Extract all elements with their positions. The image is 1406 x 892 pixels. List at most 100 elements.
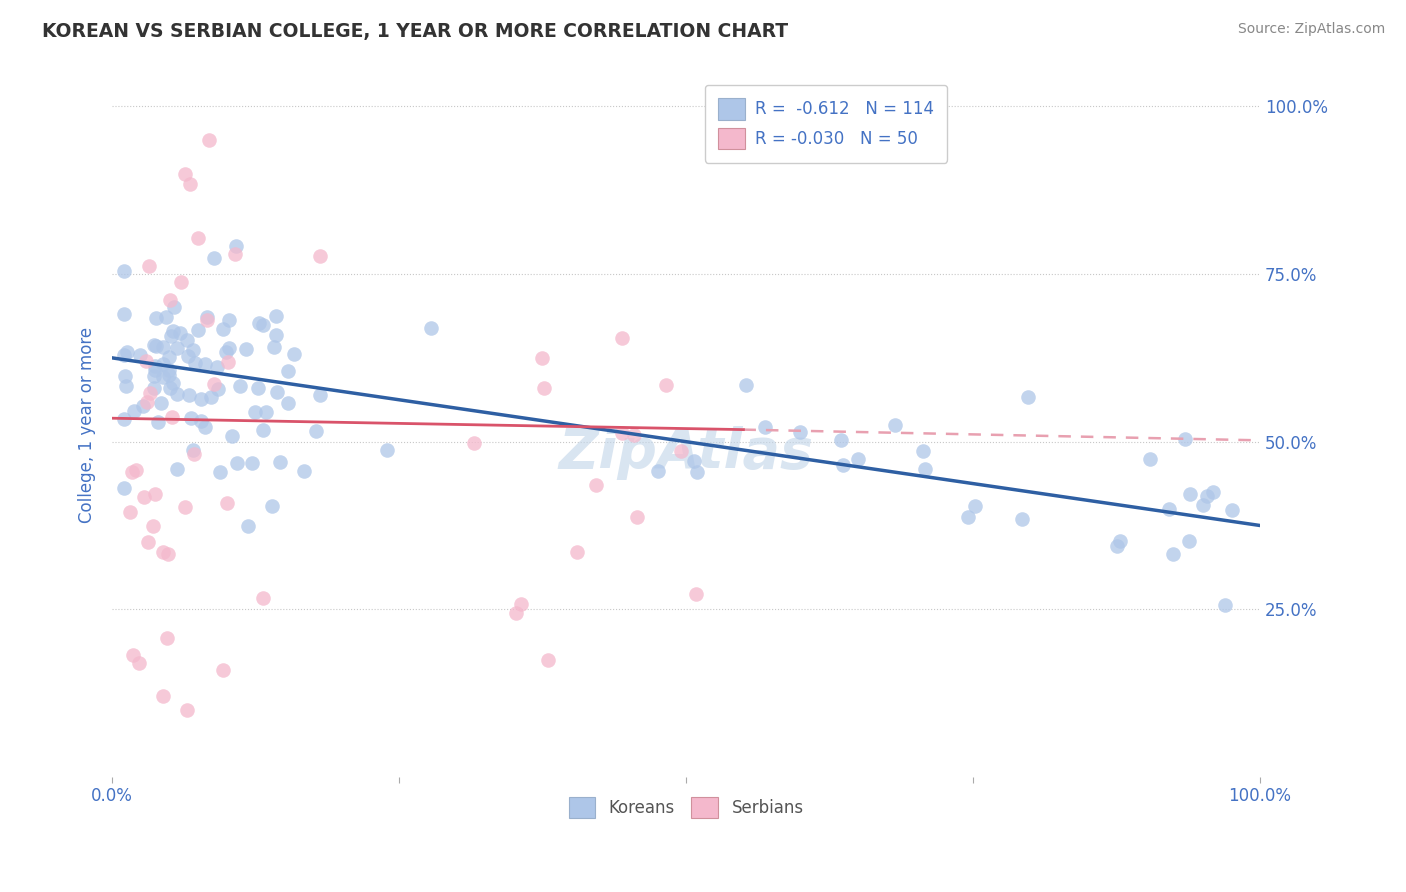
Point	[118, 505, 141, 519]
Point	[1159, 502, 1181, 516]
Point	[305, 424, 328, 438]
Point	[254, 405, 277, 419]
Point	[166, 341, 188, 355]
Point	[156, 547, 179, 561]
Point	[181, 442, 204, 457]
Point	[734, 378, 756, 392]
Point	[138, 259, 160, 273]
Point	[831, 458, 853, 473]
Point	[112, 481, 135, 495]
Point	[754, 420, 776, 434]
Point	[1215, 599, 1237, 613]
Point	[1139, 451, 1161, 466]
Point	[623, 427, 645, 442]
Point	[510, 597, 533, 611]
Point	[1195, 489, 1218, 503]
Point	[1220, 503, 1243, 517]
Point	[187, 231, 209, 245]
Point	[266, 385, 288, 400]
Point	[669, 444, 692, 458]
Point	[152, 690, 174, 704]
Point	[685, 587, 707, 601]
Point	[218, 313, 240, 327]
Point	[152, 545, 174, 559]
Point	[112, 348, 135, 362]
Point	[150, 396, 173, 410]
Point	[128, 656, 150, 670]
Point	[176, 349, 198, 363]
Point	[269, 455, 291, 469]
Point	[181, 343, 204, 358]
Point	[235, 343, 257, 357]
Point	[264, 328, 287, 343]
Point	[115, 345, 138, 359]
Point	[1178, 533, 1201, 548]
Point	[112, 263, 135, 277]
Point	[585, 478, 607, 492]
Point	[647, 464, 669, 478]
Point	[505, 606, 527, 620]
Point	[170, 276, 193, 290]
Point	[135, 354, 157, 368]
Point	[262, 499, 284, 513]
Point	[294, 464, 316, 478]
Point	[1178, 487, 1201, 501]
Point	[143, 487, 166, 501]
Point	[143, 363, 166, 377]
Point	[135, 395, 157, 409]
Point	[145, 339, 167, 353]
Point	[200, 391, 222, 405]
Point	[626, 510, 648, 524]
Point	[789, 425, 811, 439]
Point	[194, 357, 217, 371]
Point	[166, 461, 188, 475]
Point	[136, 535, 159, 549]
Point	[197, 133, 219, 147]
Legend: Koreans, Serbians: Koreans, Serbians	[562, 790, 810, 825]
Point	[217, 496, 239, 510]
Point	[162, 324, 184, 338]
Point	[225, 238, 247, 252]
Point	[163, 300, 186, 314]
Point	[217, 355, 239, 369]
Point	[169, 326, 191, 341]
Point	[263, 340, 285, 354]
Point	[122, 648, 145, 663]
Point	[156, 631, 179, 645]
Point	[160, 410, 183, 425]
Point	[174, 167, 197, 181]
Point	[215, 345, 238, 359]
Point	[610, 426, 633, 441]
Point	[1161, 547, 1184, 561]
Point	[183, 447, 205, 461]
Text: KOREAN VS SERBIAN COLLEGE, 1 YEAR OR MORE CORRELATION CHART: KOREAN VS SERBIAN COLLEGE, 1 YEAR OR MOR…	[42, 22, 789, 41]
Point	[207, 382, 229, 396]
Point	[194, 420, 217, 434]
Point	[537, 653, 560, 667]
Point	[179, 177, 201, 191]
Point	[190, 392, 212, 406]
Point	[686, 465, 709, 479]
Point	[375, 443, 398, 458]
Point	[218, 341, 240, 355]
Point	[283, 347, 305, 361]
Point	[145, 311, 167, 326]
Point	[240, 456, 263, 470]
Point	[1105, 540, 1128, 554]
Point	[143, 338, 166, 352]
Point	[209, 465, 232, 479]
Point	[956, 509, 979, 524]
Point	[308, 388, 330, 402]
Point	[195, 310, 218, 324]
Point	[173, 500, 195, 514]
Text: Source: ZipAtlas.com: Source: ZipAtlas.com	[1237, 22, 1385, 37]
Point	[224, 246, 246, 260]
Y-axis label: College, 1 year or more: College, 1 year or more	[79, 326, 96, 523]
Point	[142, 519, 165, 533]
Point	[225, 456, 247, 470]
Point	[1108, 533, 1130, 548]
Point	[112, 411, 135, 425]
Point	[567, 545, 589, 559]
Point	[195, 313, 218, 327]
Point	[205, 360, 228, 375]
